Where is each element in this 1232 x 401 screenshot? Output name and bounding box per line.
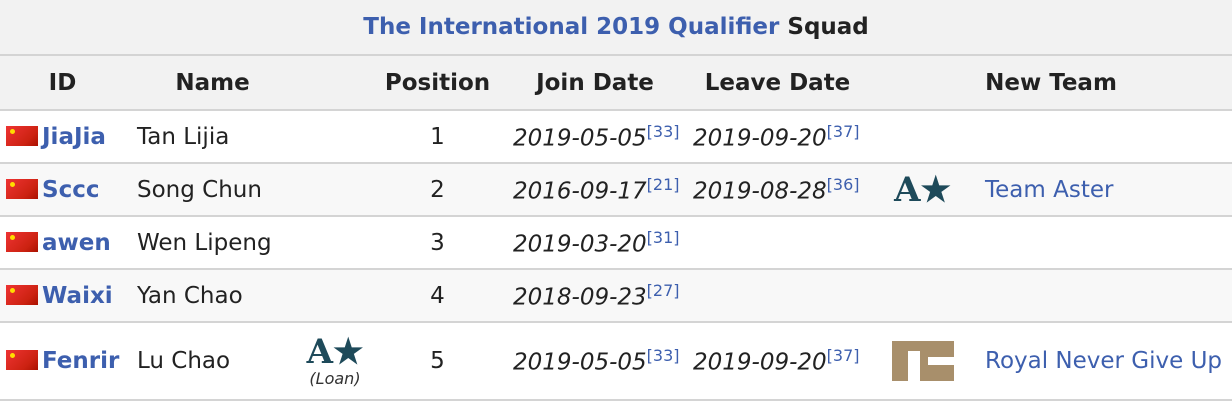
reference-link[interactable]: [21] <box>646 174 680 194</box>
reference-link[interactable]: [31] <box>646 227 680 247</box>
new-team-logo-cell: A★ <box>870 163 975 217</box>
col-leave-date: Leave Date <box>685 55 870 111</box>
rng-logo-icon[interactable] <box>891 341 954 381</box>
loan-cell <box>300 110 370 164</box>
loan-cell: A★ (Loan) <box>300 322 370 401</box>
player-position: 3 <box>370 216 505 270</box>
loan-note: (Loan) <box>309 368 361 388</box>
player-name: Yan Chao <box>125 269 300 323</box>
leave-date-cell: 2019-08-28[36] <box>685 163 870 217</box>
player-id-cell: Sccc <box>0 163 125 217</box>
table-row: Sccc Song Chun 2 2016-09-17[21] 2019-08-… <box>0 163 1232 217</box>
leave-date-cell: 2019-09-20[37] <box>685 322 870 401</box>
player-name: Tan Lijia <box>125 110 300 164</box>
reference-link[interactable]: [37] <box>826 346 860 366</box>
player-id-cell: JiaJia <box>0 110 125 164</box>
player-name: Wen Lipeng <box>125 216 300 270</box>
player-position: 5 <box>370 322 505 401</box>
leave-date-cell <box>685 216 870 270</box>
player-position: 2 <box>370 163 505 217</box>
player-id-link[interactable]: Waixi <box>42 282 113 309</box>
team-aster-logo-icon[interactable]: A★ <box>306 331 364 372</box>
new-team-logo-cell <box>870 269 975 323</box>
reference-link[interactable]: [36] <box>826 174 860 194</box>
table-row: awen Wen Lipeng 3 2019-03-20[31] <box>0 216 1232 270</box>
join-date: 2016-09-17 <box>513 178 647 205</box>
leave-date-cell <box>685 269 870 323</box>
col-new-team: New Team <box>870 55 1232 111</box>
join-date-cell: 2019-03-20[31] <box>505 216 685 270</box>
new-team-cell <box>975 269 1232 323</box>
col-name: Name <box>125 55 300 111</box>
loan-cell <box>300 163 370 217</box>
table-row: JiaJia Tan Lijia 1 2019-05-05[33] 2019-0… <box>0 110 1232 164</box>
china-flag-icon <box>6 125 38 146</box>
player-id-cell: Fenrir <box>0 322 125 401</box>
join-date: 2019-05-05 <box>513 349 647 376</box>
new-team-cell: Royal Never Give Up <box>975 322 1232 401</box>
new-team-link[interactable]: Royal Never Give Up <box>985 348 1223 374</box>
player-name: Lu Chao <box>125 322 300 401</box>
player-id-link[interactable]: Sccc <box>42 176 100 203</box>
player-id-cell: awen <box>0 216 125 270</box>
player-id-link[interactable]: Fenrir <box>42 348 120 374</box>
new-team-logo-cell <box>870 322 975 401</box>
china-flag-icon <box>6 178 38 199</box>
player-position: 1 <box>370 110 505 164</box>
player-id-cell: Waixi <box>0 269 125 323</box>
player-id-link[interactable]: JiaJia <box>42 123 106 150</box>
china-flag-icon <box>6 350 38 370</box>
title-suffix: Squad <box>779 14 869 40</box>
table-row: Fenrir Lu Chao A★ (Loan) 5 2019-05-05[33]… <box>0 322 1232 401</box>
reference-link[interactable]: [33] <box>646 121 680 141</box>
new-team-cell <box>975 110 1232 164</box>
col-join-date: Join Date <box>505 55 685 111</box>
leave-date-cell: 2019-09-20[37] <box>685 110 870 164</box>
table-row: Waixi Yan Chao 4 2018-09-23[27] <box>0 269 1232 323</box>
new-team-cell: Team Aster <box>975 163 1232 217</box>
join-date-cell: 2016-09-17[21] <box>505 163 685 217</box>
leave-date: 2019-09-20 <box>693 125 827 152</box>
china-flag-icon <box>6 284 38 305</box>
table-title: The International 2019 Qualifier Squad <box>0 0 1232 56</box>
player-name: Song Chun <box>125 163 300 217</box>
col-id: ID <box>0 55 125 111</box>
new-team-logo-cell <box>870 216 975 270</box>
col-blank <box>300 55 370 111</box>
join-date: 2019-03-20 <box>513 231 647 258</box>
leave-date: 2019-09-20 <box>693 349 827 376</box>
join-date-cell: 2018-09-23[27] <box>505 269 685 323</box>
new-team-cell <box>975 216 1232 270</box>
join-date: 2018-09-23 <box>513 284 647 311</box>
leave-date: 2019-08-28 <box>693 178 827 205</box>
tournament-link[interactable]: The International 2019 Qualifier <box>363 14 780 40</box>
join-date: 2019-05-05 <box>513 125 647 152</box>
team-aster-logo-icon[interactable]: A★ <box>894 169 951 210</box>
loan-cell <box>300 269 370 323</box>
join-date-cell: 2019-05-05[33] <box>505 110 685 164</box>
join-date-cell: 2019-05-05[33] <box>505 322 685 401</box>
loan-cell <box>300 216 370 270</box>
reference-link[interactable]: [27] <box>646 280 680 300</box>
china-flag-icon <box>6 231 38 252</box>
new-team-logo-cell <box>870 110 975 164</box>
col-position: Position <box>370 55 505 111</box>
reference-link[interactable]: [37] <box>826 121 860 141</box>
new-team-link[interactable]: Team Aster <box>985 176 1114 203</box>
reference-link[interactable]: [33] <box>646 346 680 366</box>
player-id-link[interactable]: awen <box>42 229 111 256</box>
player-position: 4 <box>370 269 505 323</box>
